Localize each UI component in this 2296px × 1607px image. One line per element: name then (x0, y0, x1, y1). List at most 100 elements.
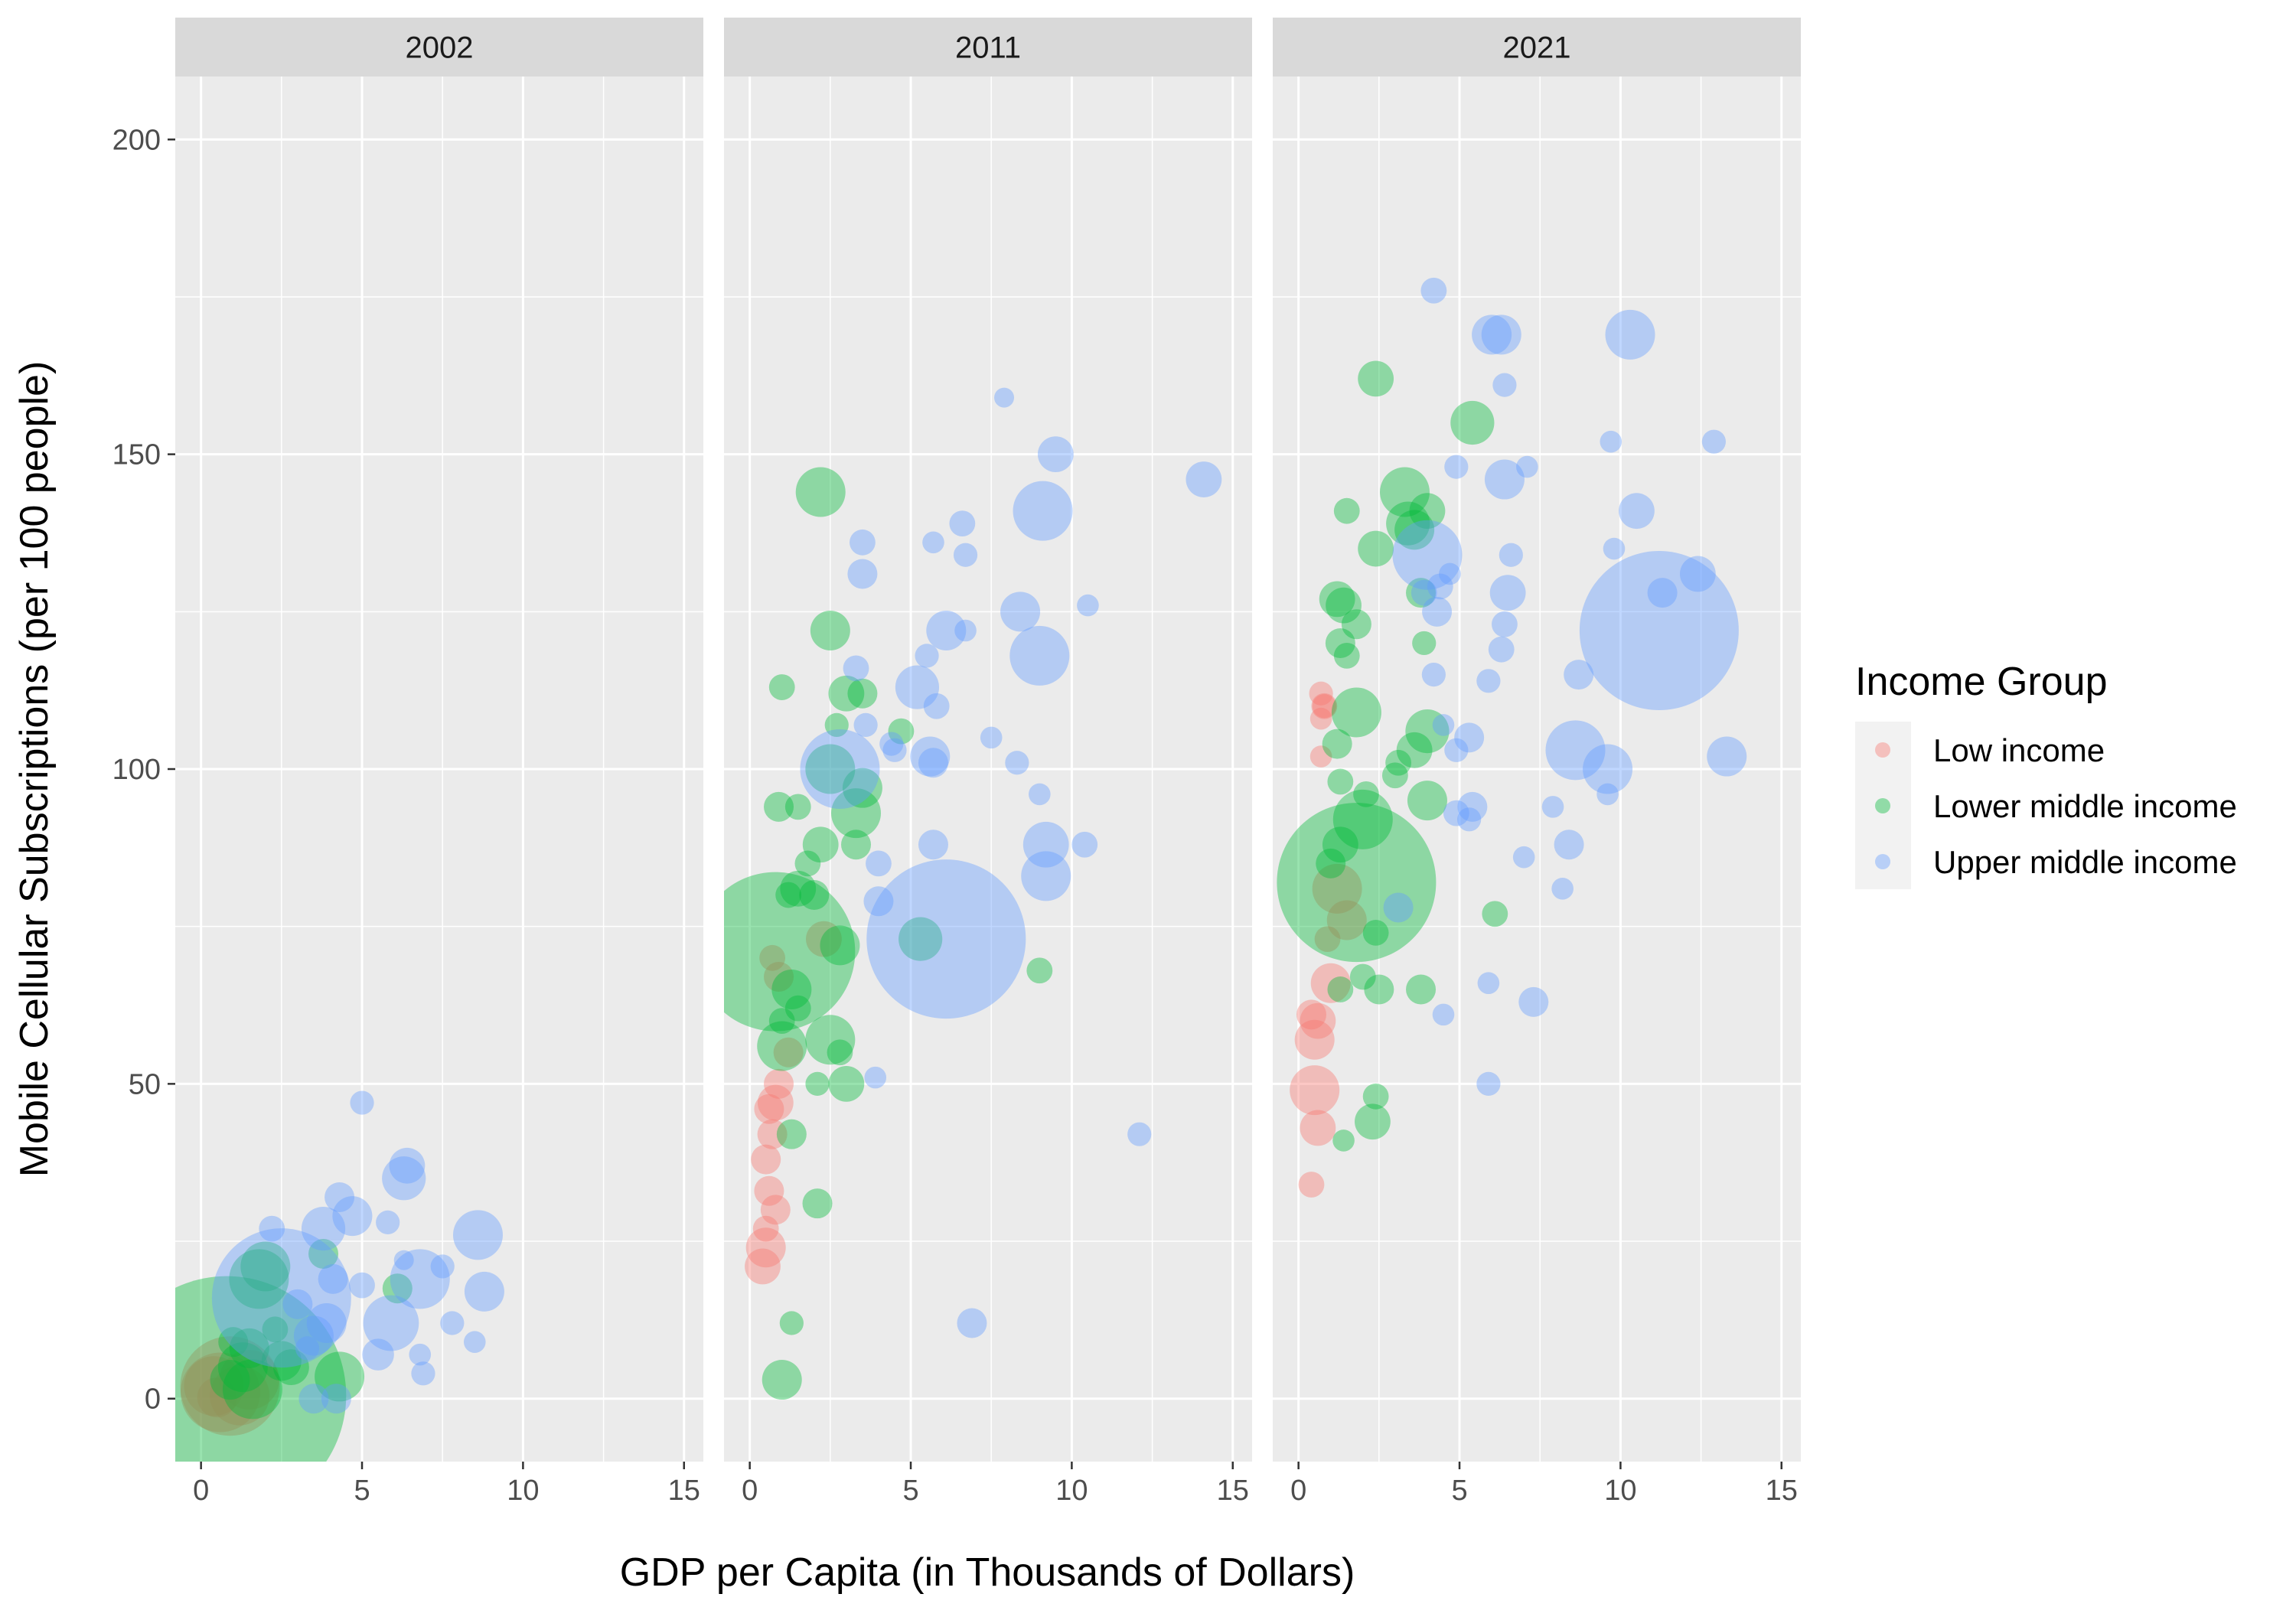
data-point (197, 1377, 237, 1418)
data-point (1481, 315, 1521, 355)
data-point (1405, 709, 1450, 754)
data-point (1309, 745, 1332, 768)
data-point (757, 1021, 807, 1071)
facet-panels: 2002 0 5 10 15 2011 0 5 10 15 2021 0 5 10 15 (175, 18, 1801, 1507)
data-point (1545, 720, 1606, 781)
data-point (745, 1248, 781, 1285)
data-point (949, 510, 976, 537)
data-point (980, 726, 1003, 749)
data-point (784, 995, 811, 1022)
data-point (1541, 796, 1564, 818)
data-point (1564, 660, 1594, 690)
data-point (1600, 430, 1623, 453)
data-point (210, 1365, 270, 1426)
data-point (800, 729, 880, 809)
data-point (1309, 681, 1333, 706)
x-tick-label: 0 (1290, 1475, 1306, 1507)
points-layer (175, 1090, 504, 1462)
data-point (390, 1249, 450, 1309)
data-point (1707, 736, 1747, 777)
data-point (298, 1384, 329, 1414)
data-point (842, 768, 882, 808)
data-point (843, 655, 869, 682)
facet-strip-label: 2021 (1503, 31, 1571, 65)
data-point (918, 748, 948, 778)
data-point (259, 1215, 285, 1242)
facet-strip-label: 2011 (955, 31, 1021, 65)
data-point (915, 644, 939, 668)
data-point (954, 619, 977, 642)
data-point (464, 1271, 504, 1312)
legend-key-background (1855, 722, 1911, 889)
data-point (806, 921, 842, 957)
data-point (757, 1119, 788, 1149)
x-tick-label: 10 (1055, 1475, 1088, 1507)
points-layer (724, 387, 1222, 1400)
x-tick-label: 15 (1217, 1475, 1249, 1507)
data-point (754, 1094, 784, 1124)
legend-label: Upper middle income (1933, 844, 2237, 880)
data-point (1341, 609, 1371, 640)
data-point (1013, 481, 1073, 541)
legend-key (1875, 854, 1890, 869)
x-tick-label: 5 (354, 1475, 370, 1507)
data-point (847, 559, 878, 589)
data-point (831, 788, 881, 839)
data-point (1332, 789, 1393, 849)
x-tick-label: 5 (902, 1475, 918, 1507)
data-point (879, 732, 904, 756)
data-point (1596, 783, 1619, 806)
data-point (1492, 373, 1517, 397)
data-point (1444, 738, 1469, 762)
x-tick-label: 15 (668, 1475, 700, 1507)
data-point (217, 1342, 268, 1393)
data-point (799, 880, 830, 911)
data-point (802, 826, 839, 863)
y-tick-label: 150 (113, 439, 161, 471)
data-point (805, 1015, 856, 1065)
data-point (1421, 662, 1446, 687)
data-point (1327, 768, 1354, 795)
legend: Income Group Low income Lower middle inco… (1855, 660, 2237, 889)
data-point (1554, 830, 1584, 860)
data-point (899, 917, 943, 961)
facet-strip-label: 2002 (406, 31, 474, 65)
data-point (1422, 596, 1453, 627)
data-point (1312, 694, 1336, 719)
data-point (853, 712, 878, 738)
data-point (1333, 643, 1360, 669)
data-point (393, 1250, 414, 1270)
data-point (440, 1311, 465, 1335)
data-point (828, 1065, 865, 1102)
data-point (1407, 781, 1447, 821)
data-point (1298, 1172, 1325, 1198)
data-point (773, 1037, 804, 1068)
data-point (321, 1384, 351, 1414)
data-point (240, 1241, 291, 1292)
data-point (409, 1343, 432, 1366)
data-point (1071, 831, 1098, 858)
data-point (315, 1351, 365, 1402)
data-point (802, 1188, 833, 1219)
data-point (1349, 963, 1376, 990)
data-point (211, 1228, 351, 1368)
data-point (332, 1196, 373, 1237)
data-point (1296, 999, 1326, 1030)
data-point (1406, 578, 1437, 608)
data-point (768, 674, 795, 700)
data-point (1026, 957, 1053, 984)
data-point (282, 1289, 313, 1319)
data-point (1358, 360, 1394, 397)
data-point (229, 1249, 289, 1309)
data-point (363, 1295, 419, 1351)
data-point (1029, 783, 1051, 806)
data-point (827, 1039, 853, 1066)
data-point (895, 665, 940, 709)
data-point (1394, 510, 1435, 550)
data-point (430, 1254, 455, 1279)
x-tick-label: 10 (1604, 1475, 1636, 1507)
data-point (776, 1119, 807, 1149)
data-point (1476, 1071, 1501, 1096)
data-point (382, 1273, 413, 1304)
data-point (325, 1182, 355, 1212)
